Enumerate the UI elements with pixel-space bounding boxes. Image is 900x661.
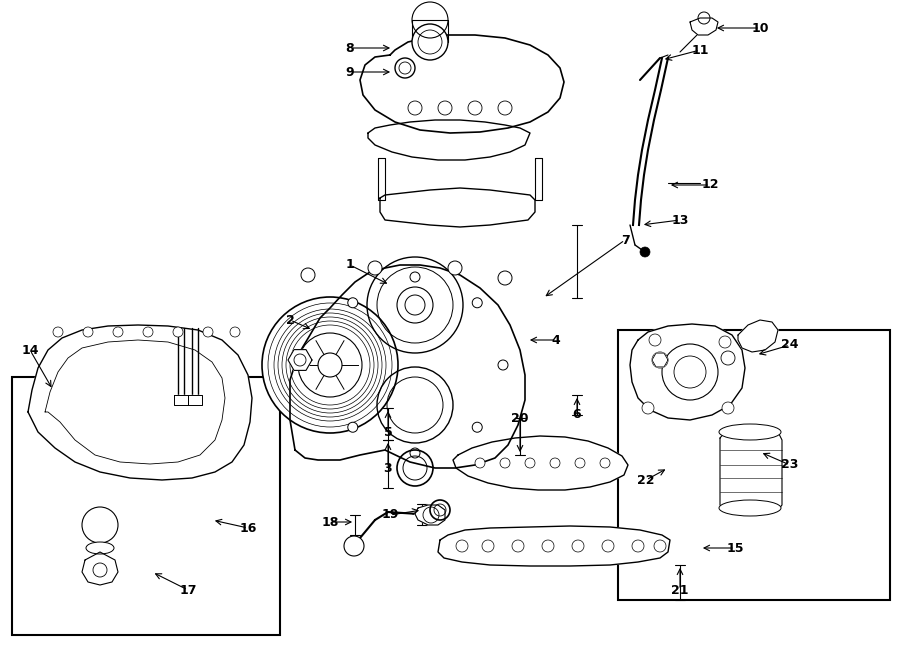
Circle shape [344, 536, 364, 556]
Text: 6: 6 [572, 408, 581, 422]
Circle shape [498, 360, 508, 370]
Text: 13: 13 [671, 214, 688, 227]
Circle shape [468, 101, 482, 115]
Bar [618, 330, 890, 600]
Circle shape [230, 327, 240, 337]
Polygon shape [82, 552, 118, 585]
Polygon shape [380, 188, 535, 227]
Circle shape [143, 327, 153, 337]
Polygon shape [288, 350, 312, 370]
Circle shape [721, 351, 735, 365]
Polygon shape [438, 526, 670, 566]
Polygon shape [174, 395, 188, 405]
Circle shape [262, 297, 398, 433]
Circle shape [500, 458, 510, 468]
Circle shape [448, 261, 462, 275]
Text: 5: 5 [383, 426, 392, 438]
Circle shape [53, 327, 63, 337]
Polygon shape [738, 320, 778, 352]
Polygon shape [453, 436, 628, 490]
Text: 21: 21 [671, 584, 688, 596]
Text: 17: 17 [179, 584, 197, 596]
Circle shape [405, 295, 425, 315]
Text: 11: 11 [691, 44, 709, 56]
Circle shape [642, 402, 654, 414]
Circle shape [719, 336, 731, 348]
Ellipse shape [719, 424, 781, 440]
Text: 19: 19 [382, 508, 399, 522]
Circle shape [472, 297, 482, 308]
Text: 18: 18 [321, 516, 338, 529]
Circle shape [652, 352, 668, 368]
Text: 1: 1 [346, 258, 355, 272]
Polygon shape [720, 426, 782, 515]
Ellipse shape [86, 542, 114, 554]
Circle shape [82, 507, 118, 543]
Circle shape [662, 344, 718, 400]
Text: 24: 24 [781, 338, 799, 352]
Polygon shape [368, 120, 530, 160]
Text: 4: 4 [552, 334, 561, 346]
Polygon shape [290, 265, 525, 468]
Circle shape [203, 327, 213, 337]
Bar [12, 377, 280, 635]
Text: 20: 20 [511, 412, 529, 424]
Circle shape [408, 101, 422, 115]
Text: 12: 12 [701, 178, 719, 192]
Circle shape [525, 458, 535, 468]
Circle shape [475, 458, 485, 468]
Polygon shape [630, 324, 745, 420]
Circle shape [498, 271, 512, 285]
Circle shape [438, 101, 452, 115]
Polygon shape [360, 35, 564, 133]
Text: 3: 3 [383, 461, 392, 475]
Circle shape [600, 458, 610, 468]
Circle shape [368, 261, 382, 275]
Circle shape [318, 353, 342, 377]
Polygon shape [28, 325, 252, 480]
Polygon shape [652, 353, 668, 367]
Text: 8: 8 [346, 42, 355, 54]
Circle shape [722, 402, 734, 414]
Text: 9: 9 [346, 65, 355, 79]
Circle shape [83, 327, 93, 337]
Circle shape [397, 287, 433, 323]
Text: 14: 14 [22, 344, 39, 356]
Circle shape [410, 448, 420, 458]
Polygon shape [415, 505, 445, 525]
Text: 7: 7 [621, 233, 629, 247]
Circle shape [410, 272, 420, 282]
Circle shape [498, 101, 512, 115]
Polygon shape [188, 395, 202, 405]
Text: 15: 15 [726, 541, 743, 555]
Ellipse shape [719, 500, 781, 516]
Text: 22: 22 [637, 473, 655, 486]
Circle shape [472, 422, 482, 432]
Circle shape [347, 422, 358, 432]
Circle shape [301, 268, 315, 282]
Circle shape [322, 360, 332, 370]
Circle shape [640, 247, 650, 257]
Circle shape [173, 327, 183, 337]
Text: 10: 10 [752, 22, 769, 34]
Circle shape [113, 327, 123, 337]
Circle shape [575, 458, 585, 468]
Polygon shape [690, 18, 718, 35]
Circle shape [298, 333, 362, 397]
Circle shape [649, 334, 661, 346]
Text: 2: 2 [285, 313, 294, 327]
Circle shape [412, 24, 448, 60]
Circle shape [550, 458, 560, 468]
Circle shape [347, 297, 358, 308]
Text: 16: 16 [239, 522, 256, 535]
Text: 23: 23 [781, 459, 798, 471]
